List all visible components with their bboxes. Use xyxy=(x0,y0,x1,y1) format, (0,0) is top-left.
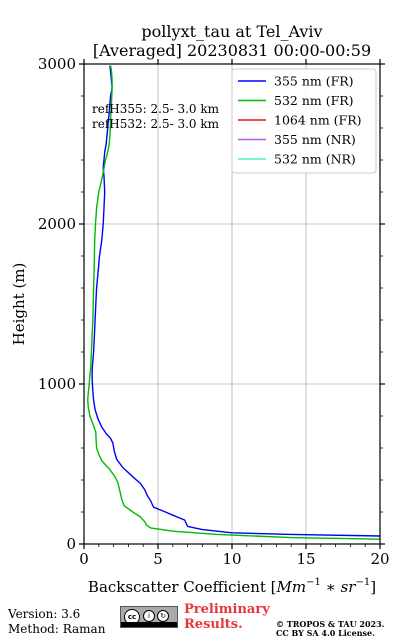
x-tick-label: 10 xyxy=(222,550,241,568)
chart-subtitle: [Averaged] 20230831 00:00-00:59 xyxy=(92,41,372,60)
legend-label: 355 nm (FR) xyxy=(274,74,354,89)
y-axis-label: Height (m) xyxy=(10,263,28,346)
annotation-line2: refH532: 2.5- 3.0 km xyxy=(92,117,220,131)
reference-annotation: refH355: 2.5- 3.0 km refH532: 2.5- 3.0 k… xyxy=(92,102,220,131)
y-tick-label: 3000 xyxy=(38,55,76,73)
x-tick-label: 15 xyxy=(296,550,315,568)
x-tick-label: 0 xyxy=(79,550,89,568)
copyright-notice: © TROPOS & TAU 2023. CC BY SA 4.0 Licens… xyxy=(276,620,384,638)
preliminary-results-label: Preliminary Results. xyxy=(184,602,270,632)
legend-label: 355 nm (NR) xyxy=(274,132,356,147)
legend-label: 532 nm (NR) xyxy=(274,152,356,167)
backscatter-chart: 0 5 10 15 20 0 1000 2000 3000 refH355: 2.5- 3.0 … xyxy=(10,55,390,596)
method-label: Method: Raman xyxy=(8,622,106,636)
x-tick-label: 5 xyxy=(153,550,163,568)
series-lines xyxy=(86,65,380,540)
annotation-line1: refH355: 2.5- 3.0 km xyxy=(92,102,220,116)
sa-icon: ↻ xyxy=(157,610,169,622)
cc-by-sa-badge-icon: cc i ↻ xyxy=(120,606,178,628)
y-tick-label: 1000 xyxy=(38,375,76,393)
tick-labels: 0 5 10 15 20 0 1000 2000 3000 xyxy=(38,55,390,568)
legend-label: 532 nm (FR) xyxy=(274,93,354,108)
chart-title: pollyxt_tau at Tel_Aviv xyxy=(141,22,323,41)
axis-ticks xyxy=(79,59,385,549)
y-tick-label: 2000 xyxy=(38,215,76,233)
series-line xyxy=(86,65,380,540)
version-label: Version: 3.6 xyxy=(8,607,81,621)
legend: 355 nm (FR) 532 nm (FR) 1064 nm (FR) 355 nm… xyxy=(231,68,377,174)
copyright-license: CC BY SA 4.0 License. xyxy=(276,628,375,638)
x-tick-label: 20 xyxy=(370,550,389,568)
by-icon: i xyxy=(143,610,155,622)
x-axis-label: Backscatter Coefficient [Mm−1 ∗ sr−1] xyxy=(88,577,376,596)
series-line xyxy=(91,65,380,537)
legend-label: 1064 nm (FR) xyxy=(274,113,362,128)
y-tick-label: 0 xyxy=(66,535,76,553)
legend-box xyxy=(231,68,377,174)
copyright-line1: © TROPOS & TAU 2023. xyxy=(276,619,385,629)
